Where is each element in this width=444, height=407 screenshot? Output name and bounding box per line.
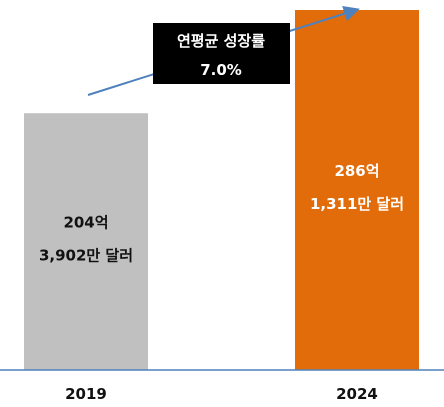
bars-layer — [24, 10, 419, 370]
x-axis-ticks: 2019 2024 — [65, 385, 378, 403]
bar-2024 — [295, 10, 419, 370]
bar-value-label-2024: 286억 — [334, 162, 379, 180]
x-tick-label-2019: 2019 — [65, 385, 107, 403]
cagr-box — [153, 23, 290, 84]
x-tick-label-2024: 2024 — [336, 385, 378, 403]
cagr-value: 7.0% — [200, 61, 242, 79]
cagr-title: 연평균 성장률 — [177, 32, 265, 50]
bar-value-label-2019: 204억 — [63, 214, 108, 232]
bar-2019 — [24, 113, 148, 370]
bar-usd-label-2024: 1,311만 달러 — [310, 195, 404, 213]
bar-usd-label-2019: 3,902만 달러 — [39, 247, 133, 265]
cagr-annotation: 연평균 성장률 7.0% — [153, 23, 290, 84]
bar-labels-layer: 204억 3,902만 달러 286억 1,311만 달러 — [39, 162, 404, 265]
